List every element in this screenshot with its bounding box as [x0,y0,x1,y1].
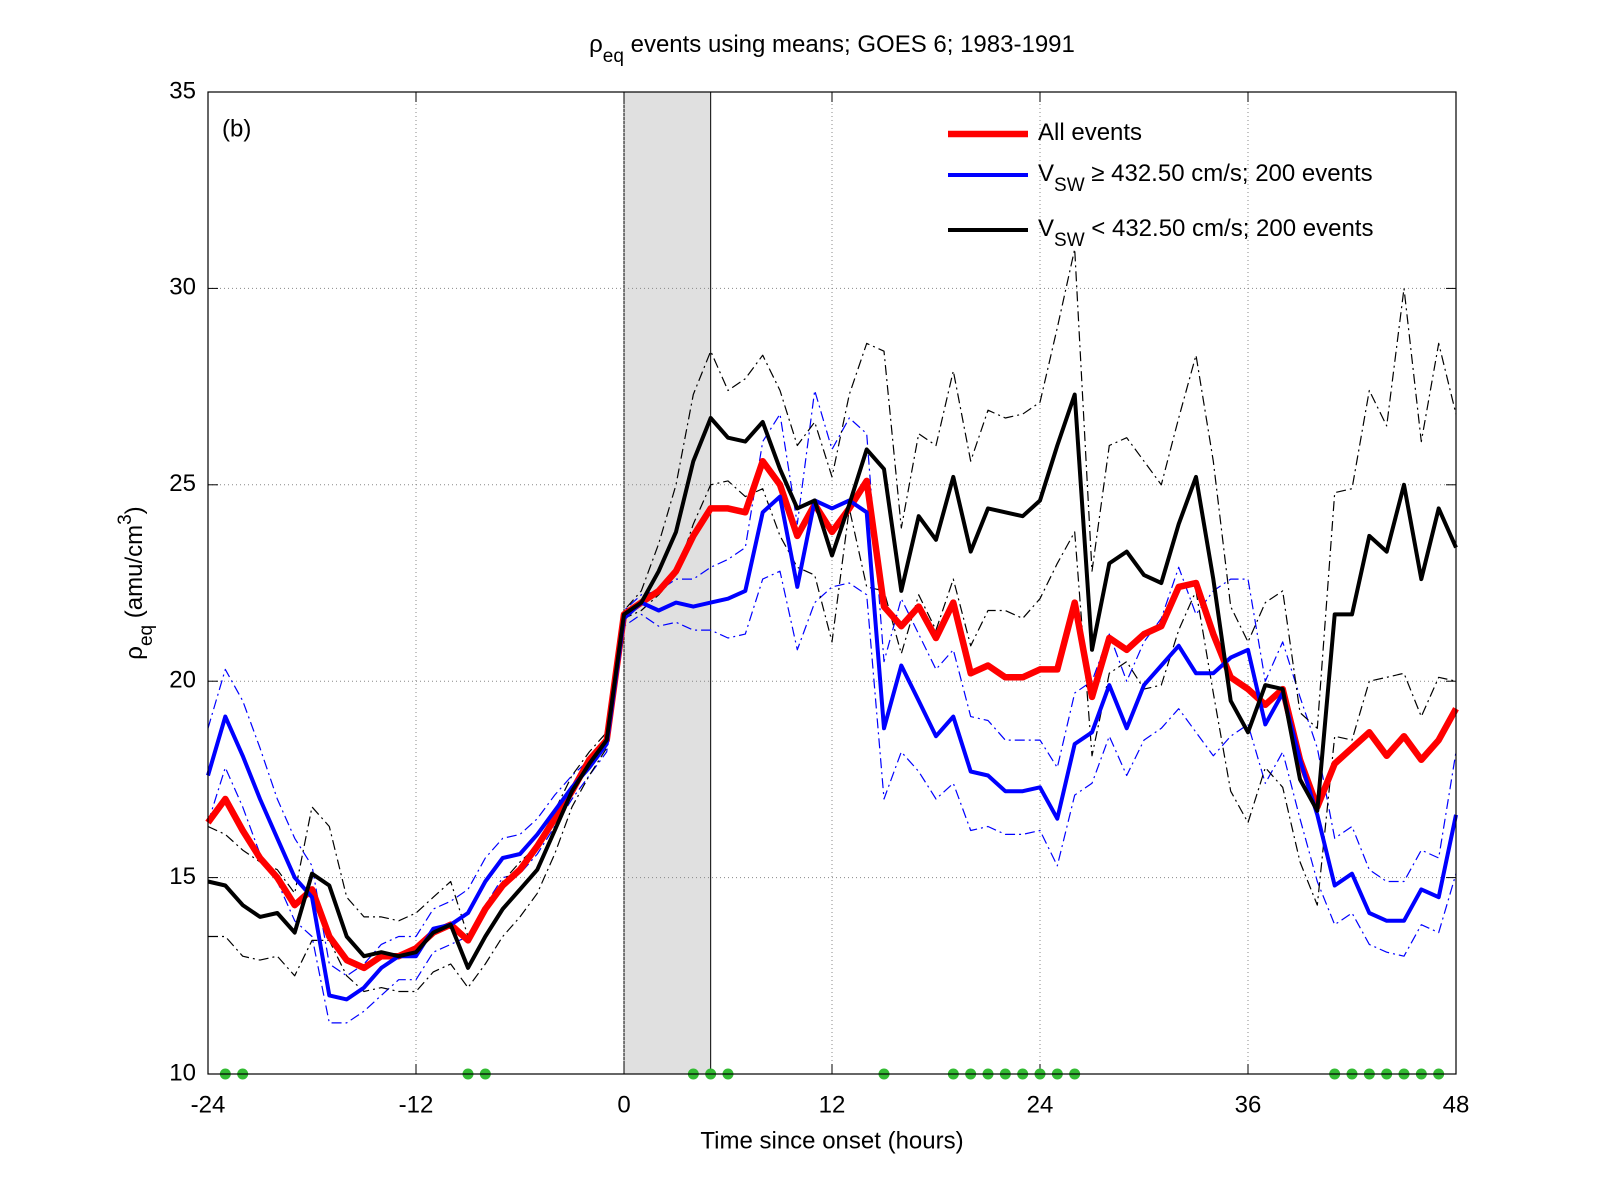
legend-label: VSW < 432.50 cm/s; 200 events [1038,215,1373,250]
panel-label: (b) [222,115,251,142]
y-tick-label: 35 [169,77,196,104]
chart-title-part: ρ [589,31,603,58]
y-axis-label-part: 3 [115,514,136,525]
spread-line [207,389,1457,977]
y-tick-label: 25 [169,470,196,497]
legend-label-part: < 432.50 cm/s; 200 events [1085,215,1374,242]
legend-label-part: SW [1054,175,1085,196]
legend-label-part: SW [1054,230,1085,251]
chart-title-part: eq [603,46,624,67]
legend-label: VSW ≥ 432.50 cm/s; 200 events [1038,160,1373,195]
y-tick-label: 30 [169,274,196,301]
y-axis-label-part: ) [121,506,148,514]
spread-line [207,570,1457,1024]
series-line [205,457,1459,972]
y-axis-label-part: ρ [121,646,148,660]
y-tick-label: 10 [169,1059,196,1086]
x-tick-label: 0 [617,1091,630,1118]
legend-label: All events [1038,119,1142,146]
y-axis-label-part: (amu/cm [121,525,148,625]
spread-line [207,248,1457,938]
y-axis-label-part: eq [136,625,157,646]
y-tick-label: 20 [169,667,196,694]
x-tick-label: -24 [191,1091,226,1118]
chart-title-part: events using means; GOES 6; 1983-1991 [624,31,1075,58]
x-tick-label: 24 [1027,1091,1054,1118]
legend-label-part: ≥ 432.50 cm/s; 200 events [1085,160,1373,187]
x-tick-label: 12 [819,1091,846,1118]
spread-line [208,480,1457,993]
legend-label-part: V [1038,215,1054,242]
x-tick-label: 48 [1443,1091,1470,1118]
x-tick-label: -12 [399,1091,434,1118]
x-tick-label: 36 [1235,1091,1262,1118]
y-axis-label: ρeq (amu/cm3) [115,506,157,659]
x-axis-label: Time since onset (hours) [700,1127,963,1154]
legend-label-part: All events [1038,119,1142,146]
series-line [207,392,1458,970]
plot-frame [207,91,1457,1075]
chart-title: ρeq events using means; GOES 6; 1983-199… [589,31,1075,66]
series-line [206,494,1458,1002]
legend-label-part: V [1038,160,1054,187]
y-tick-label: 15 [169,863,196,890]
